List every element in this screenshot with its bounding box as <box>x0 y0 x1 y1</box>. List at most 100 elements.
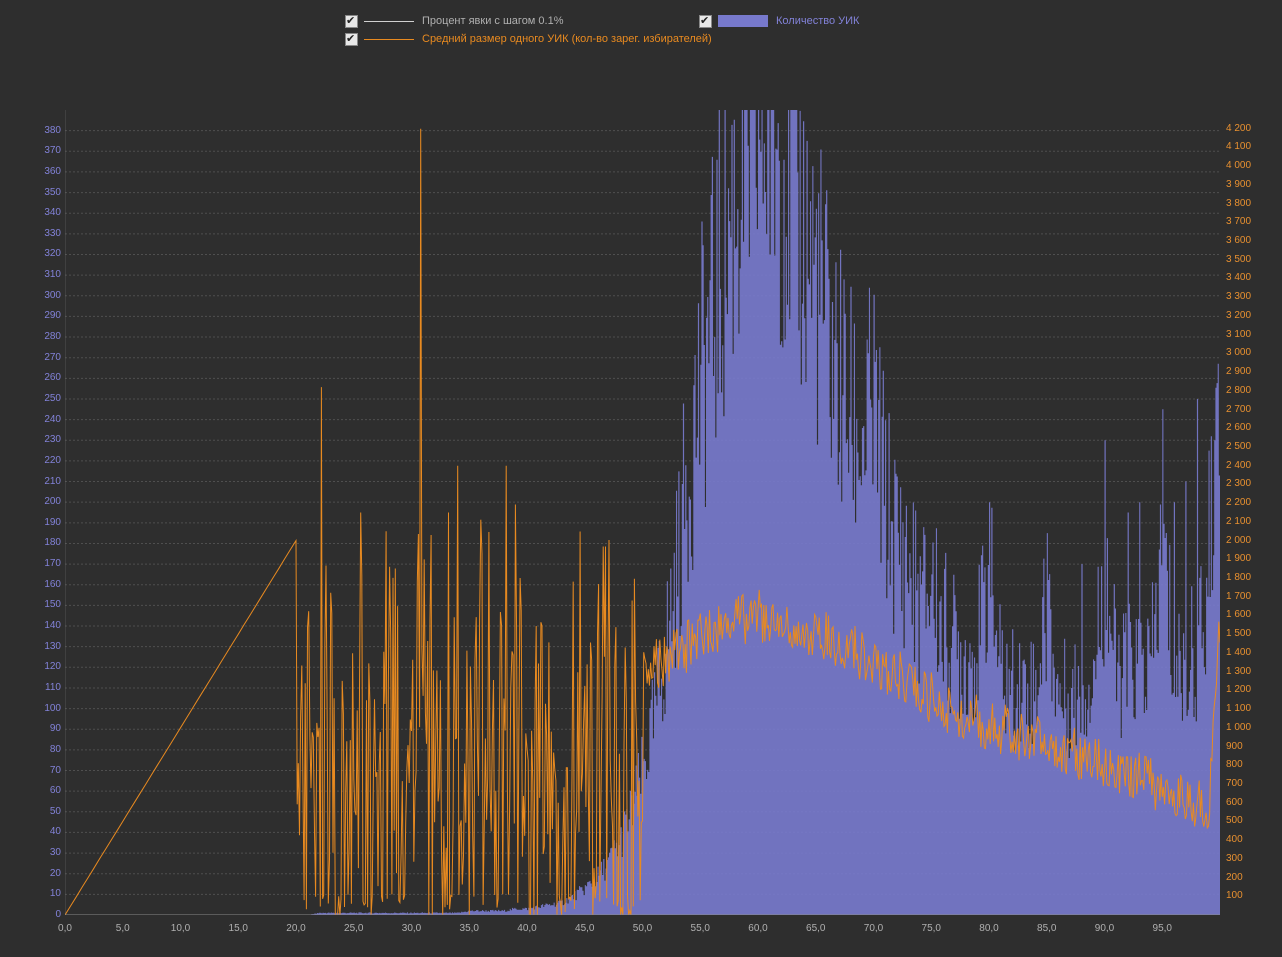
y-left-tick-label: 50 <box>27 806 61 817</box>
x-tick-label: 25,0 <box>339 923 369 934</box>
legend-item-orange: Средний размер одного УИК (кол-во зарег.… <box>345 33 712 46</box>
y-right-tick-label: 2 100 <box>1226 516 1251 527</box>
legend-item-bars: Количество УИК <box>699 15 1029 28</box>
y-right-tick-label: 600 <box>1226 797 1243 808</box>
y-right-tick-label: 500 <box>1226 815 1243 826</box>
y-right-tick-label: 3 700 <box>1226 216 1251 227</box>
y-right-tick-label: 3 900 <box>1226 179 1251 190</box>
y-right-tick-label: 2 400 <box>1226 460 1251 471</box>
y-right-tick-label: 4 200 <box>1226 123 1251 134</box>
y-right-tick-label: 4 000 <box>1226 160 1251 171</box>
y-right-tick-label: 100 <box>1226 890 1243 901</box>
y-right-tick-label: 1 800 <box>1226 572 1251 583</box>
y-left-tick-label: 160 <box>27 579 61 590</box>
y-right-tick-label: 1 300 <box>1226 666 1251 677</box>
y-right-tick-label: 200 <box>1226 872 1243 883</box>
y-left-tick-label: 330 <box>27 228 61 239</box>
x-tick-label: 55,0 <box>685 923 715 934</box>
y-right-tick-label: 3 300 <box>1226 291 1251 302</box>
y-left-tick-label: 200 <box>27 496 61 507</box>
x-tick-label: 45,0 <box>570 923 600 934</box>
y-left-tick-label: 240 <box>27 414 61 425</box>
x-tick-label: 30,0 <box>397 923 427 934</box>
x-tick-label: 0,0 <box>50 923 80 934</box>
y-left-tick-label: 370 <box>27 145 61 156</box>
y-left-tick-label: 90 <box>27 723 61 734</box>
y-left-tick-label: 130 <box>27 641 61 652</box>
y-left-tick-label: 60 <box>27 785 61 796</box>
x-tick-label: 20,0 <box>281 923 311 934</box>
y-left-tick-label: 220 <box>27 455 61 466</box>
x-tick-label: 15,0 <box>223 923 253 934</box>
y-right-tick-label: 1 500 <box>1226 628 1251 639</box>
y-left-tick-label: 170 <box>27 558 61 569</box>
y-right-tick-label: 400 <box>1226 834 1243 845</box>
y-right-tick-label: 3 000 <box>1226 347 1251 358</box>
y-left-tick-label: 180 <box>27 537 61 548</box>
y-left-tick-label: 270 <box>27 352 61 363</box>
x-tick-label: 40,0 <box>512 923 542 934</box>
y-right-tick-label: 1 000 <box>1226 722 1251 733</box>
y-left-tick-label: 230 <box>27 434 61 445</box>
y-left-tick-label: 340 <box>27 207 61 218</box>
y-right-tick-label: 3 100 <box>1226 329 1251 340</box>
y-left-tick-label: 250 <box>27 393 61 404</box>
legend-checkbox-orange[interactable] <box>345 33 358 46</box>
y-left-tick-label: 30 <box>27 847 61 858</box>
legend-checkbox-bars[interactable] <box>699 15 712 28</box>
y-left-tick-label: 280 <box>27 331 61 342</box>
y-left-tick-label: 20 <box>27 868 61 879</box>
y-right-tick-label: 300 <box>1226 853 1243 864</box>
y-left-tick-label: 140 <box>27 620 61 631</box>
y-right-tick-label: 2 500 <box>1226 441 1251 452</box>
y-left-tick-label: 120 <box>27 661 61 672</box>
legend-label-orange: Средний размер одного УИК (кол-во зарег.… <box>422 33 712 45</box>
legend-checkbox-xaxis[interactable] <box>345 15 358 28</box>
y-right-tick-label: 2 200 <box>1226 497 1251 508</box>
x-tick-label: 90,0 <box>1090 923 1120 934</box>
x-tick-label: 5,0 <box>108 923 138 934</box>
y-right-tick-label: 2 300 <box>1226 478 1251 489</box>
x-tick-label: 10,0 <box>166 923 196 934</box>
legend-swatch-xaxis <box>364 21 414 22</box>
x-tick-label: 35,0 <box>454 923 484 934</box>
plot-area <box>65 110 1220 915</box>
y-left-tick-label: 40 <box>27 826 61 837</box>
y-right-tick-label: 1 700 <box>1226 591 1251 602</box>
y-left-tick-label: 210 <box>27 476 61 487</box>
x-tick-label: 65,0 <box>801 923 831 934</box>
y-right-tick-label: 1 100 <box>1226 703 1251 714</box>
y-left-tick-label: 260 <box>27 372 61 383</box>
y-left-tick-label: 80 <box>27 744 61 755</box>
y-left-tick-label: 300 <box>27 290 61 301</box>
y-right-tick-label: 900 <box>1226 741 1243 752</box>
legend-label-xaxis: Процент явки с шагом 0.1% <box>422 15 564 27</box>
chart-root: Процент явки с шагом 0.1% Количество УИК… <box>0 0 1282 957</box>
y-left-tick-label: 190 <box>27 517 61 528</box>
x-tick-label: 80,0 <box>974 923 1004 934</box>
y-right-tick-label: 2 800 <box>1226 385 1251 396</box>
y-right-tick-label: 1 900 <box>1226 553 1251 564</box>
y-right-tick-label: 3 800 <box>1226 198 1251 209</box>
x-tick-label: 95,0 <box>1147 923 1177 934</box>
legend-label-bars: Количество УИК <box>776 15 859 27</box>
y-right-tick-label: 3 400 <box>1226 272 1251 283</box>
y-left-tick-label: 380 <box>27 125 61 136</box>
legend-swatch-orange <box>364 39 414 40</box>
y-right-tick-label: 1 600 <box>1226 609 1251 620</box>
x-tick-label: 70,0 <box>859 923 889 934</box>
x-tick-label: 85,0 <box>1032 923 1062 934</box>
y-right-tick-label: 800 <box>1226 759 1243 770</box>
x-tick-label: 50,0 <box>628 923 658 934</box>
y-right-tick-label: 700 <box>1226 778 1243 789</box>
y-left-tick-label: 0 <box>27 909 61 920</box>
x-tick-label: 75,0 <box>916 923 946 934</box>
y-left-tick-label: 320 <box>27 248 61 259</box>
y-left-tick-label: 100 <box>27 703 61 714</box>
y-left-tick-label: 310 <box>27 269 61 280</box>
legend: Процент явки с шагом 0.1% Количество УИК… <box>345 12 1053 48</box>
y-left-tick-label: 70 <box>27 765 61 776</box>
y-right-tick-label: 2 900 <box>1226 366 1251 377</box>
y-right-tick-label: 2 600 <box>1226 422 1251 433</box>
legend-item-xaxis: Процент явки с шагом 0.1% <box>345 15 675 28</box>
